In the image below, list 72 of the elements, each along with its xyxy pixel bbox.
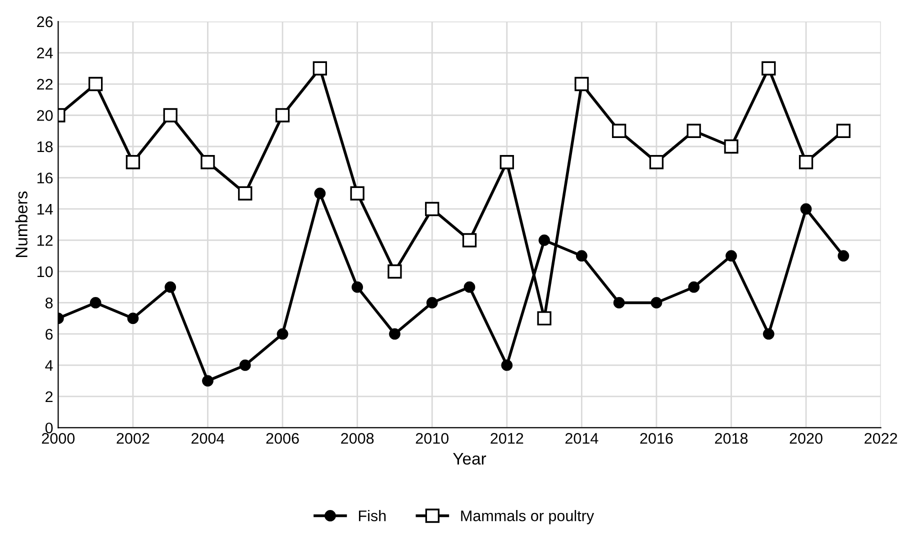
y-tick-label: 26 [37,16,53,28]
x-axis-title: Year [453,452,486,465]
x-tick-label: 2014 [565,432,598,444]
y-tick-label: 0 [45,422,53,434]
y-tick-label: 22 [37,78,53,90]
point [724,139,738,154]
point [88,76,103,92]
x-tick-label: 2000 [42,432,75,444]
point [312,61,328,76]
y-tick-label: 8 [45,298,53,308]
x-tick-label: 2018 [715,432,748,444]
point [574,76,589,92]
point [163,108,178,122]
x-tick-label: 2008 [341,432,374,444]
y-axis-title: Numbers [15,191,28,258]
point [352,281,364,293]
y-tick-label: 20 [37,110,53,121]
x-tick-label: 2004 [192,432,224,444]
point [90,297,102,308]
point [688,281,700,293]
point [389,328,400,340]
point [798,155,814,170]
point [836,124,851,138]
point [388,264,402,279]
point [576,250,588,262]
point [613,297,625,308]
point [126,155,140,170]
x-tick-label: 2020 [790,432,822,444]
y-tick-label: 2 [46,391,53,402]
point [202,375,214,387]
point [200,155,215,170]
y-tick-label: 14 [37,204,53,215]
point [275,108,290,122]
point [762,328,774,340]
point [838,250,850,262]
y-tick-label: 24 [37,48,53,58]
point [800,203,812,215]
y-tick-label: 10 [37,266,53,278]
point [762,61,776,76]
x-tick-label: 2022 [864,432,898,444]
legend-label: Mammals or poultry [461,510,594,524]
point [314,188,326,200]
y-tick-label: 18 [37,141,53,152]
x-tick-label: 2010 [416,432,449,444]
point [239,360,251,371]
point [462,233,477,248]
point [649,155,664,170]
legend-label: Fish [358,510,386,522]
point [686,124,701,138]
y-tick-label: 12 [37,235,53,246]
point [500,155,514,170]
point [425,202,440,216]
point [164,281,176,293]
y-tick-label: 16 [37,172,53,184]
point [350,186,364,200]
y-tick-label: 4 [45,360,53,371]
point [726,250,737,262]
x-tick-label: 2006 [266,432,299,444]
point [537,311,552,326]
y-tick-label: 6 [46,328,53,340]
point [501,360,513,371]
point [464,281,476,293]
x-tick-label: 2016 [640,432,673,444]
point [238,186,252,200]
x-tick-label: 2002 [116,432,150,444]
point [426,297,438,308]
point [538,234,550,246]
point [276,328,288,340]
point [612,124,626,138]
x-tick-label: 2012 [490,432,524,444]
point [127,312,139,324]
point [650,297,662,308]
